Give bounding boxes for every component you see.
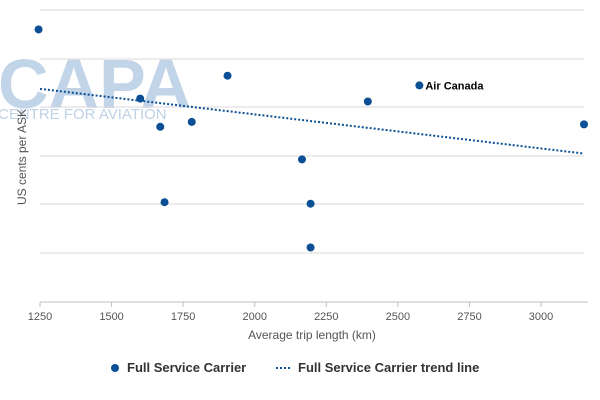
data-point-5	[223, 71, 232, 80]
data-point-4	[187, 117, 196, 126]
data-point-3	[160, 198, 169, 207]
data-point-7	[306, 199, 315, 208]
legend: Full Service Carrier Full Service Carrie…	[111, 360, 479, 375]
capa-watermark: CAPA CENTRE FOR AVIATION	[0, 45, 191, 123]
x-tick-label-2250: 2250	[314, 311, 338, 323]
x-tick-label-3000: 3000	[529, 311, 553, 323]
x-tick-label-2750: 2750	[457, 311, 481, 323]
data-point-9	[363, 97, 372, 106]
data-point-1	[136, 94, 145, 103]
x-tick-label-1750: 1750	[171, 311, 195, 323]
legend-marker-dot	[111, 364, 119, 372]
x-tick-label-2000: 2000	[242, 311, 266, 323]
data-points	[34, 25, 588, 252]
data-point-8	[306, 243, 315, 252]
data-point-0	[34, 25, 43, 34]
x-axis-title: Average trip length (km)	[248, 328, 376, 342]
data-point-11	[580, 120, 588, 129]
y-axis-title: US cents per ASK	[15, 109, 29, 205]
data-point-10	[415, 81, 424, 90]
x-tick-label-2500: 2500	[386, 311, 410, 323]
trend-line	[39, 87, 585, 155]
legend-label-trend: Full Service Carrier trend line	[298, 360, 479, 375]
x-tick-label-1500: 1500	[99, 311, 123, 323]
legend-label-series: Full Service Carrier	[127, 360, 246, 375]
watermark-logo: CAPA	[0, 45, 191, 123]
annotations: Air Canada	[425, 80, 484, 92]
watermark-subtitle: CENTRE FOR AVIATION	[0, 106, 167, 123]
trend-line-layer	[39, 87, 585, 155]
data-point-2	[156, 122, 165, 131]
data-point-6	[297, 155, 306, 164]
x-tick-label-1250: 1250	[28, 311, 52, 323]
annotation-label-0: Air Canada	[425, 80, 484, 92]
axes: 1250 1500 1750 2000 2250 2500 2750 3000	[28, 301, 588, 323]
